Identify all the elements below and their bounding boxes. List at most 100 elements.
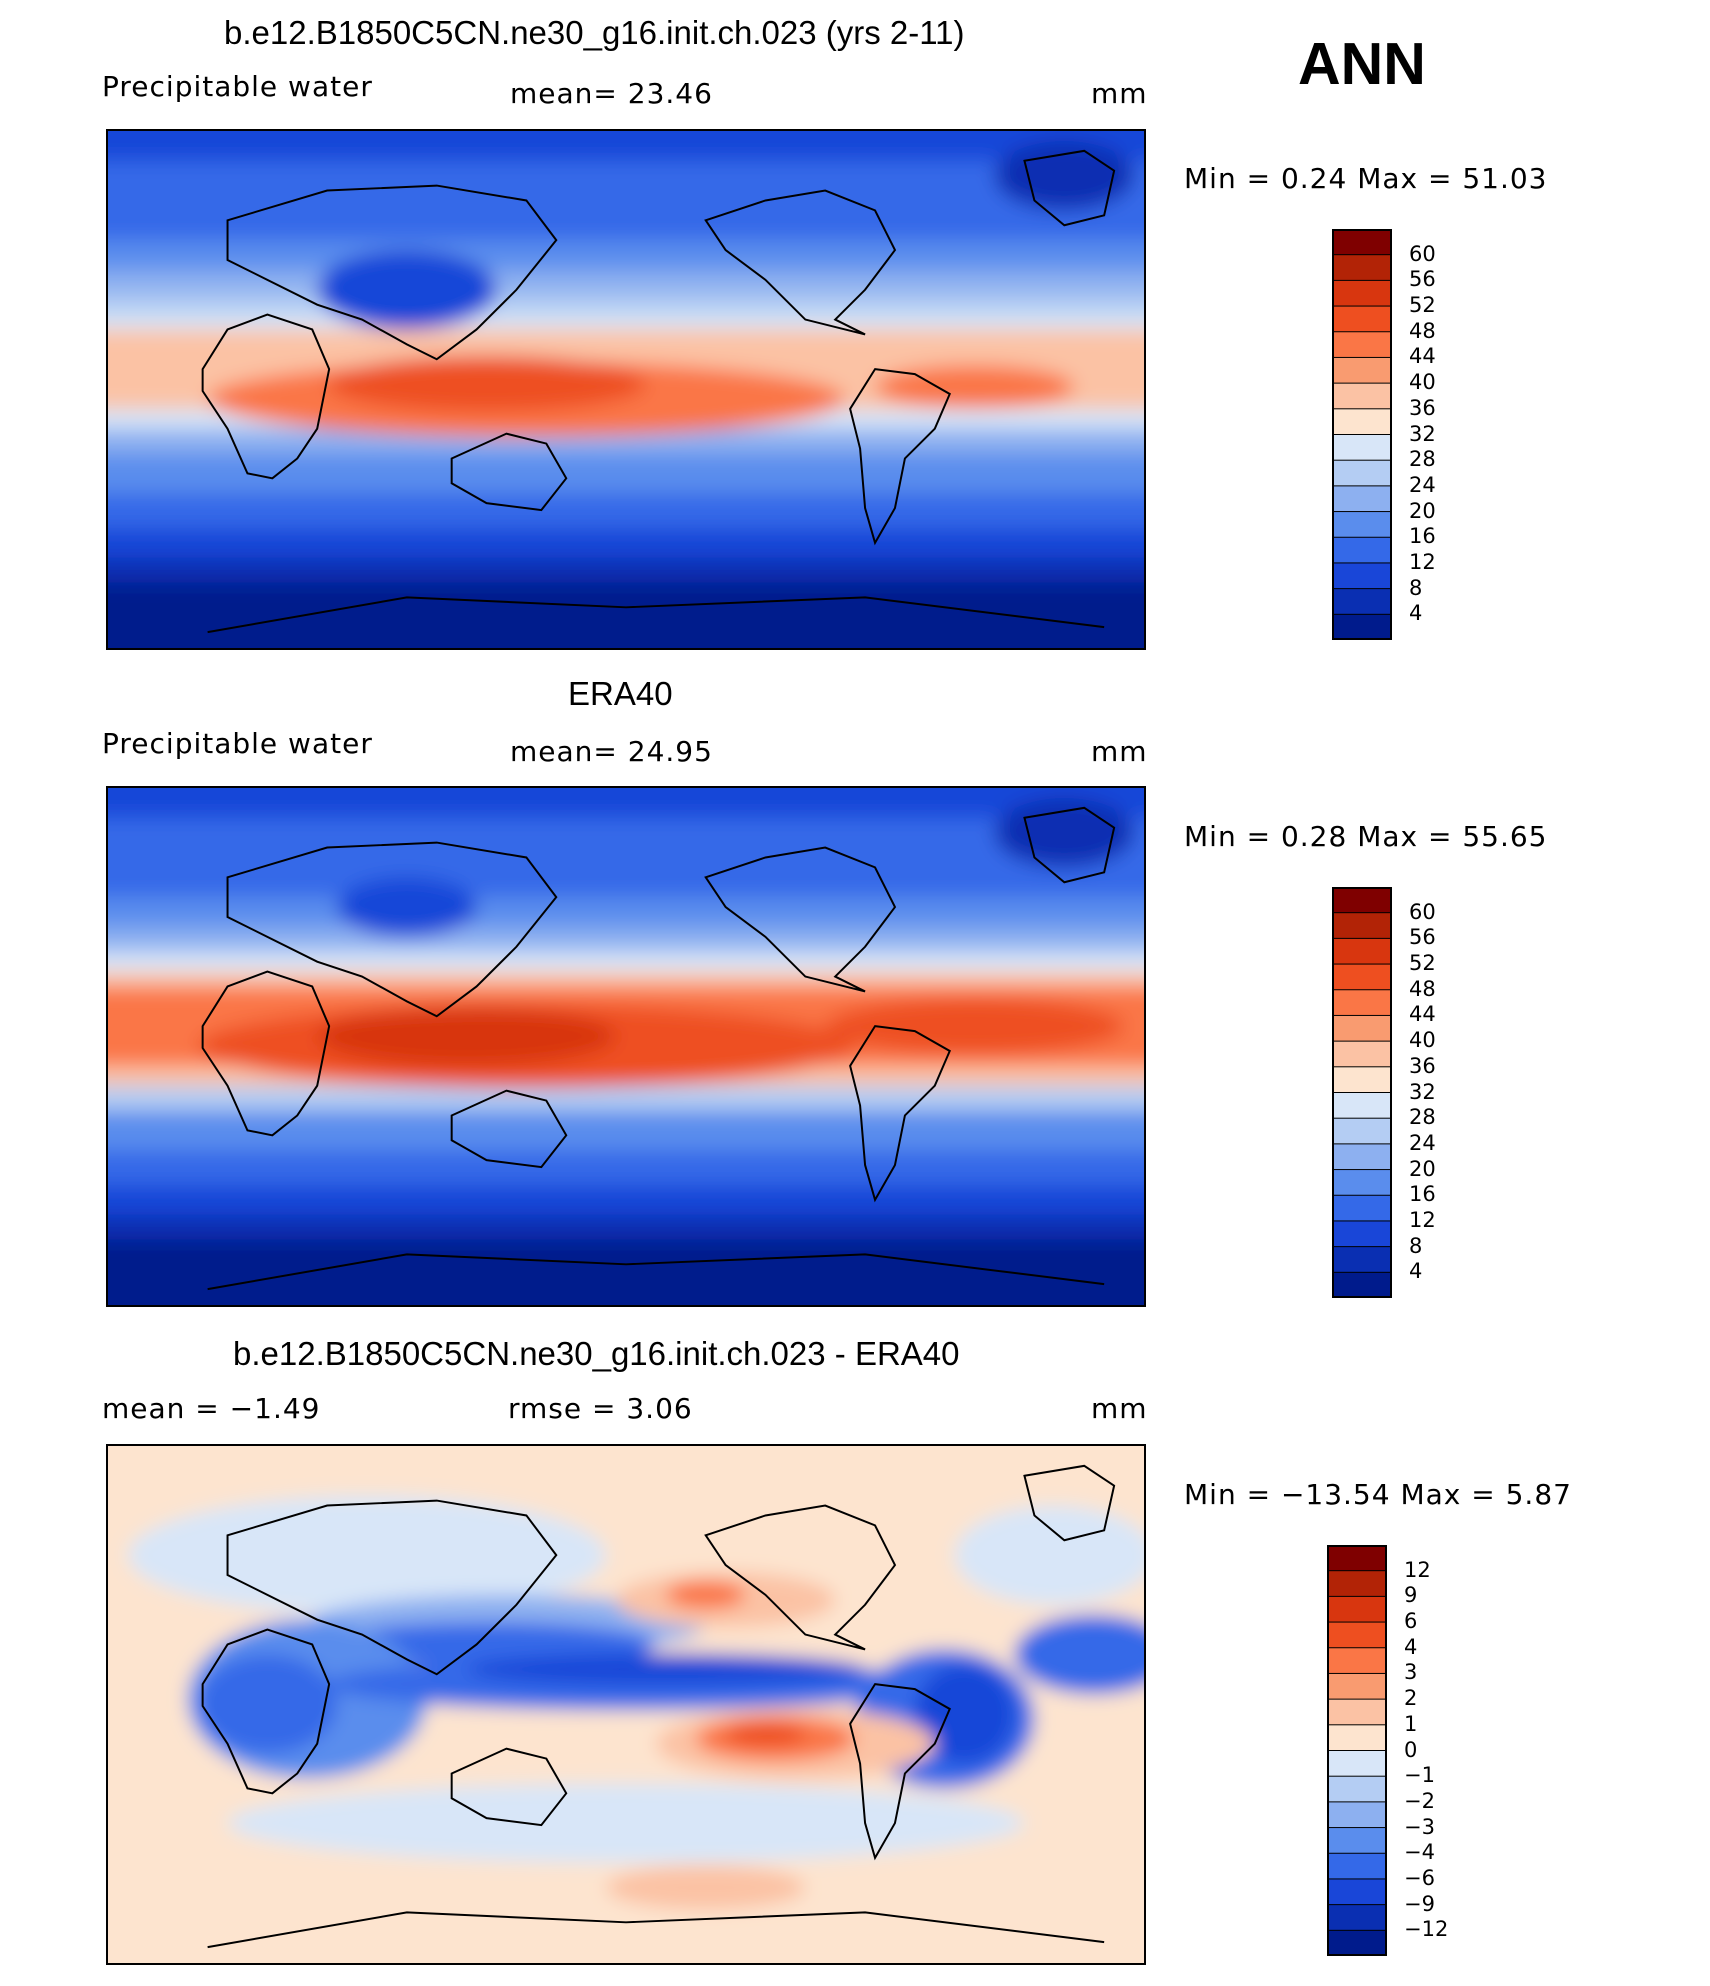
colorbar-swatch — [1332, 562, 1392, 590]
colorbar-swatch — [1332, 1246, 1392, 1274]
panel2-map — [106, 786, 1146, 1307]
panel2-minmax: Min = 0.28 Max = 55.65 — [1184, 820, 1548, 853]
colorbar-tick-label: 12 — [1409, 1207, 1436, 1232]
panel2-colorbar-svg — [1332, 887, 1392, 1298]
colorbar-swatch — [1332, 459, 1392, 487]
colorbar-tick-label: 8 — [1409, 575, 1423, 600]
colorbar-tick-label: 6 — [1404, 1609, 1418, 1634]
colorbar-tick-label: 36 — [1409, 395, 1436, 420]
colorbar-swatch — [1332, 1143, 1392, 1171]
colorbar-swatch — [1332, 588, 1392, 616]
colorbar-tick-label: 2 — [1404, 1686, 1418, 1711]
colorbar-tick-label: 48 — [1409, 976, 1436, 1001]
colorbar-tick-label: 52 — [1409, 951, 1436, 976]
colorbar-swatch — [1327, 1852, 1387, 1880]
colorbar-swatch — [1327, 1775, 1387, 1803]
colorbar-swatch — [1332, 1194, 1392, 1222]
colorbar-tick-label: 28 — [1409, 447, 1436, 472]
colorbar-tick-label: 32 — [1409, 421, 1436, 446]
colorbar-swatch — [1332, 1066, 1392, 1094]
colorbar-swatch — [1327, 1724, 1387, 1752]
panel1-units: mm — [1091, 77, 1148, 110]
colorbar-tick-label: 20 — [1409, 1156, 1436, 1181]
colorbar-swatch — [1332, 382, 1392, 410]
colorbar-swatch — [1332, 989, 1392, 1017]
colorbar-tick-label: 52 — [1409, 293, 1436, 318]
colorbar-swatch — [1327, 1545, 1387, 1572]
colorbar-tick-label: 4 — [1409, 1259, 1423, 1284]
panel2-mean: mean= 24.95 — [510, 735, 713, 768]
colorbar-tick-label: −1 — [1404, 1763, 1435, 1788]
colorbar-tick-label: 44 — [1409, 344, 1436, 369]
colorbar-swatch — [1327, 1595, 1387, 1624]
colorbar-tick-label: 32 — [1409, 1079, 1436, 1104]
colorbar-swatch — [1332, 613, 1392, 640]
colorbar-swatch — [1332, 229, 1392, 256]
colorbar-tick-label: 20 — [1409, 498, 1436, 523]
colorbar-tick-label: 24 — [1409, 472, 1436, 497]
panel3-rmse: rmse = 3.06 — [508, 1392, 693, 1425]
colorbar-tick-label: 56 — [1409, 267, 1436, 292]
colorbar-swatch — [1327, 1647, 1387, 1675]
colorbar-tick-label: 4 — [1404, 1634, 1418, 1659]
colorbar-swatch — [1327, 1878, 1387, 1906]
colorbar-swatch — [1332, 356, 1392, 385]
panel1-map — [106, 129, 1146, 650]
panel3-colorbar — [1327, 1545, 1387, 1956]
colorbar-tick-label: 60 — [1409, 899, 1436, 924]
colorbar-tick-label: 0 — [1404, 1737, 1418, 1762]
colorbar-swatch — [1327, 1672, 1387, 1701]
colorbar-tick-label: −12 — [1404, 1917, 1449, 1942]
colorbar-swatch — [1332, 279, 1392, 308]
colorbar-swatch — [1332, 331, 1392, 359]
colorbar-swatch — [1332, 1117, 1392, 1145]
panel1-contour-plot — [108, 131, 1144, 648]
colorbar-tick-label: 28 — [1409, 1105, 1436, 1130]
colorbar-swatch — [1327, 1801, 1387, 1829]
colorbar-swatch — [1332, 408, 1392, 436]
colorbar-swatch — [1332, 887, 1392, 914]
colorbar-swatch — [1332, 912, 1392, 940]
colorbar-tick-label: −9 — [1404, 1891, 1435, 1916]
colorbar-tick-label: 4 — [1409, 601, 1423, 626]
colorbar-tick-label: 40 — [1409, 1028, 1436, 1053]
panel2-contour-plot — [108, 788, 1144, 1305]
colorbar-tick-label: 56 — [1409, 925, 1436, 950]
panel2-colorbar — [1332, 887, 1392, 1298]
panel2-title: ERA40 — [568, 675, 673, 712]
colorbar-tick-label: 60 — [1409, 241, 1436, 266]
panel3-map — [106, 1444, 1146, 1965]
colorbar-swatch — [1332, 511, 1392, 539]
panel3-minmax: Min = −13.54 Max = 5.87 — [1184, 1478, 1572, 1511]
panel3-mean: mean = −1.49 — [102, 1392, 321, 1425]
colorbar-swatch — [1332, 1014, 1392, 1043]
panel3-units: mm — [1091, 1392, 1148, 1425]
colorbar-swatch — [1332, 963, 1392, 991]
colorbar-tick-label: −6 — [1404, 1865, 1435, 1890]
colorbar-swatch — [1327, 1621, 1387, 1649]
colorbar-swatch — [1327, 1570, 1387, 1598]
panel1-minmax: Min = 0.24 Max = 51.03 — [1184, 162, 1548, 195]
panel2-variable: Precipitable water — [102, 727, 373, 760]
colorbar-swatch — [1327, 1904, 1387, 1932]
colorbar-swatch — [1332, 1169, 1392, 1197]
colorbar-tick-label: 16 — [1409, 1182, 1436, 1207]
panel1-variable: Precipitable water — [102, 70, 373, 103]
colorbar-tick-label: 1 — [1404, 1711, 1418, 1736]
colorbar-swatch — [1327, 1827, 1387, 1855]
colorbar-swatch — [1327, 1750, 1387, 1778]
colorbar-tick-label: −2 — [1404, 1788, 1435, 1813]
colorbar-swatch — [1332, 536, 1392, 564]
colorbar-tick-label: 44 — [1409, 1002, 1436, 1027]
colorbar-swatch — [1327, 1698, 1387, 1726]
panel1-colorbar-svg — [1332, 229, 1392, 640]
colorbar-tick-label: −3 — [1404, 1814, 1435, 1839]
colorbar-tick-label: 16 — [1409, 524, 1436, 549]
colorbar-swatch — [1332, 937, 1392, 966]
colorbar-swatch — [1332, 1220, 1392, 1248]
colorbar-tick-label: 24 — [1409, 1130, 1436, 1155]
colorbar-tick-label: −4 — [1404, 1840, 1435, 1865]
colorbar-swatch — [1332, 485, 1392, 513]
colorbar-swatch — [1332, 1271, 1392, 1298]
panel3-colorbar-svg — [1327, 1545, 1387, 1956]
